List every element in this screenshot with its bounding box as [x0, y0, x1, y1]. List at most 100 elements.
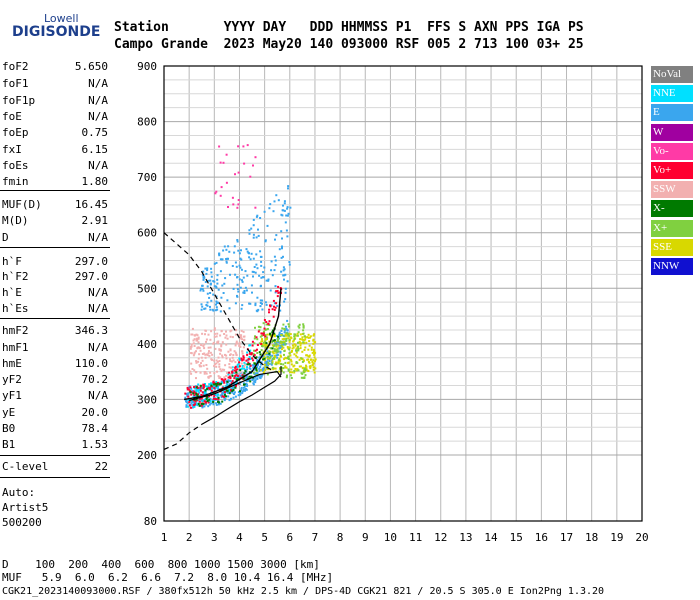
- echo-point: [197, 357, 200, 360]
- echo-point: [190, 406, 192, 409]
- echo-point: [209, 279, 212, 282]
- echo-point: [281, 338, 284, 341]
- echo-point: [213, 335, 216, 338]
- echo-point: [275, 349, 278, 351]
- echo-point: [296, 332, 299, 335]
- echo-point: [212, 386, 215, 388]
- echo-point: [200, 303, 203, 306]
- echo-point: [221, 381, 224, 384]
- echo-point: [222, 391, 225, 394]
- echo-point: [284, 356, 287, 359]
- echo-point: [210, 389, 213, 392]
- x-tick-label: 4: [236, 531, 243, 544]
- echo-point: [221, 378, 224, 381]
- parameter-value: 0.75: [81, 126, 109, 139]
- echo-point: [259, 353, 262, 356]
- echo-point: [194, 403, 197, 406]
- echo-point: [207, 386, 210, 389]
- echo-point: [237, 145, 240, 148]
- echo-point: [192, 354, 195, 357]
- echo-point: [234, 374, 237, 377]
- echo-point: [217, 398, 220, 401]
- echo-point: [185, 405, 188, 408]
- parameter-value: N/A: [88, 159, 108, 172]
- echo-point: [260, 375, 263, 378]
- echo-point: [302, 329, 305, 332]
- echo-point: [185, 393, 188, 395]
- echo-point: [224, 364, 227, 367]
- echo-point: [262, 355, 265, 357]
- echo-point: [200, 399, 203, 402]
- echo-point: [195, 361, 198, 364]
- echo-point: [228, 383, 231, 386]
- echo-point: [282, 274, 285, 277]
- echo-point: [271, 329, 274, 332]
- echo-point: [267, 346, 270, 349]
- echo-point: [221, 284, 224, 287]
- parameter-value: 70.2: [81, 373, 109, 386]
- echo-point: [290, 368, 293, 371]
- echo-point: [225, 258, 228, 260]
- echo-point: [207, 405, 210, 408]
- echo-point: [218, 349, 221, 352]
- echo-point: [197, 336, 200, 339]
- echo-point: [218, 363, 221, 366]
- x-tick-label: 7: [312, 531, 319, 544]
- echo-point: [219, 270, 222, 273]
- echo-point: [209, 400, 212, 403]
- echo-point: [309, 335, 312, 338]
- echo-point: [273, 308, 276, 311]
- echo-point: [265, 323, 268, 326]
- echo-point: [231, 336, 234, 339]
- echo-point: [198, 364, 201, 367]
- echo-point: [197, 383, 200, 386]
- echo-point: [292, 365, 295, 368]
- echo-point: [191, 399, 193, 402]
- echo-point: [236, 288, 239, 291]
- echo-point: [268, 362, 271, 365]
- echo-point: [232, 203, 235, 206]
- separator: [0, 247, 110, 248]
- echo-point: [193, 398, 196, 401]
- echo-point: [268, 207, 271, 210]
- legend-item: E: [651, 104, 693, 122]
- echo-point: [227, 206, 229, 208]
- parameter-label: foEs: [2, 159, 29, 172]
- echo-point: [259, 250, 262, 253]
- echo-point: [236, 378, 239, 381]
- echo-point: [246, 359, 249, 362]
- echo-point: [242, 377, 245, 380]
- echo-point: [283, 202, 286, 205]
- echo-point: [248, 375, 251, 378]
- echo-point: [189, 391, 192, 394]
- echo-point: [207, 333, 210, 336]
- echo-point: [282, 363, 285, 366]
- echo-point: [254, 326, 256, 329]
- echo-point: [270, 260, 273, 263]
- echo-point: [200, 397, 203, 400]
- echo-point: [279, 350, 282, 353]
- echo-point: [297, 349, 300, 352]
- echo-point: [265, 336, 268, 339]
- echo-point: [286, 329, 289, 332]
- echo-point: [226, 384, 229, 386]
- echo-point: [219, 194, 222, 197]
- echo-point: [213, 359, 216, 362]
- echo-point: [312, 368, 315, 371]
- echo-point: [238, 252, 241, 255]
- echo-point: [255, 236, 258, 239]
- x-tick-label: 3: [211, 531, 218, 544]
- echo-point: [268, 354, 271, 357]
- echo-point: [192, 342, 195, 345]
- echo-point: [297, 331, 300, 334]
- echo-point: [269, 304, 271, 307]
- parameter-label: foF1p: [2, 94, 36, 107]
- echo-point: [283, 328, 286, 331]
- echo-point: [221, 395, 224, 398]
- echo-point: [236, 359, 239, 362]
- parameter-label: foEp: [2, 126, 29, 139]
- parameter-value: 20.0: [81, 406, 109, 419]
- echo-point: [278, 357, 281, 360]
- echo-point: [207, 279, 210, 282]
- echo-point: [255, 356, 258, 359]
